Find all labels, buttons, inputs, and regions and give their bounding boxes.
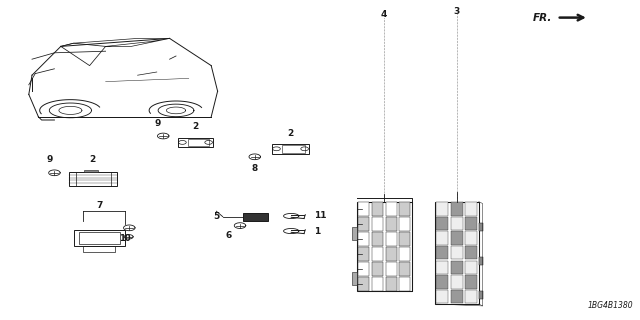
Bar <box>358 262 369 276</box>
Text: 10: 10 <box>119 234 131 243</box>
Text: 1BG4B1380: 1BG4B1380 <box>588 301 634 310</box>
Bar <box>451 261 463 274</box>
Text: 3: 3 <box>454 7 460 16</box>
Bar <box>479 257 483 265</box>
Bar <box>436 261 449 274</box>
Text: 2: 2 <box>287 129 294 138</box>
Bar <box>436 217 449 230</box>
Bar <box>465 290 477 303</box>
Text: 11: 11 <box>314 212 326 220</box>
Bar <box>436 246 449 260</box>
Bar <box>358 202 369 216</box>
Bar <box>243 213 268 221</box>
Bar <box>436 276 449 289</box>
Bar <box>358 247 369 261</box>
Text: 7: 7 <box>96 201 102 210</box>
Bar <box>436 231 449 245</box>
Bar <box>272 144 309 154</box>
Bar <box>451 231 463 245</box>
Bar <box>465 217 477 230</box>
Text: 4: 4 <box>381 10 387 19</box>
Bar <box>84 170 98 172</box>
Bar <box>282 145 305 153</box>
Bar <box>436 290 449 303</box>
Bar <box>385 232 397 246</box>
Bar <box>358 277 369 291</box>
Bar <box>435 202 479 304</box>
Bar <box>451 276 463 289</box>
Bar <box>385 202 397 216</box>
Bar <box>399 232 410 246</box>
Bar <box>465 202 477 216</box>
Bar <box>188 139 209 146</box>
Bar <box>352 227 357 240</box>
Bar <box>436 202 449 216</box>
Text: 9: 9 <box>46 156 52 164</box>
Bar <box>385 217 397 231</box>
Bar <box>74 230 125 246</box>
Bar <box>69 172 117 186</box>
Bar <box>479 291 483 299</box>
Bar <box>178 138 213 147</box>
Bar <box>385 262 397 276</box>
Bar <box>352 272 357 285</box>
Text: 2: 2 <box>192 122 198 131</box>
Bar <box>399 277 410 291</box>
Text: 5: 5 <box>213 212 220 221</box>
Text: 6: 6 <box>226 231 232 240</box>
Text: 9: 9 <box>155 119 161 128</box>
Bar <box>385 277 397 291</box>
Bar <box>358 217 369 231</box>
Bar <box>372 262 383 276</box>
Bar <box>79 232 120 244</box>
Text: 1: 1 <box>314 227 320 236</box>
Bar <box>465 231 477 245</box>
Bar <box>372 277 383 291</box>
Bar <box>479 223 483 231</box>
Text: 8: 8 <box>252 164 258 173</box>
Bar <box>372 217 383 231</box>
Bar <box>451 202 463 216</box>
Bar <box>372 247 383 261</box>
Bar <box>465 276 477 289</box>
Text: 2: 2 <box>90 156 96 164</box>
Bar <box>451 217 463 230</box>
Bar <box>357 202 412 291</box>
Bar <box>451 246 463 260</box>
Bar <box>385 247 397 261</box>
Bar <box>372 232 383 246</box>
Bar <box>465 261 477 274</box>
Bar <box>399 262 410 276</box>
Bar <box>399 247 410 261</box>
Bar <box>465 246 477 260</box>
Bar <box>372 202 383 216</box>
Text: FR.: FR. <box>532 12 552 23</box>
Bar <box>399 202 410 216</box>
Bar <box>451 290 463 303</box>
Bar <box>358 232 369 246</box>
Bar <box>83 246 115 252</box>
Bar <box>399 217 410 231</box>
